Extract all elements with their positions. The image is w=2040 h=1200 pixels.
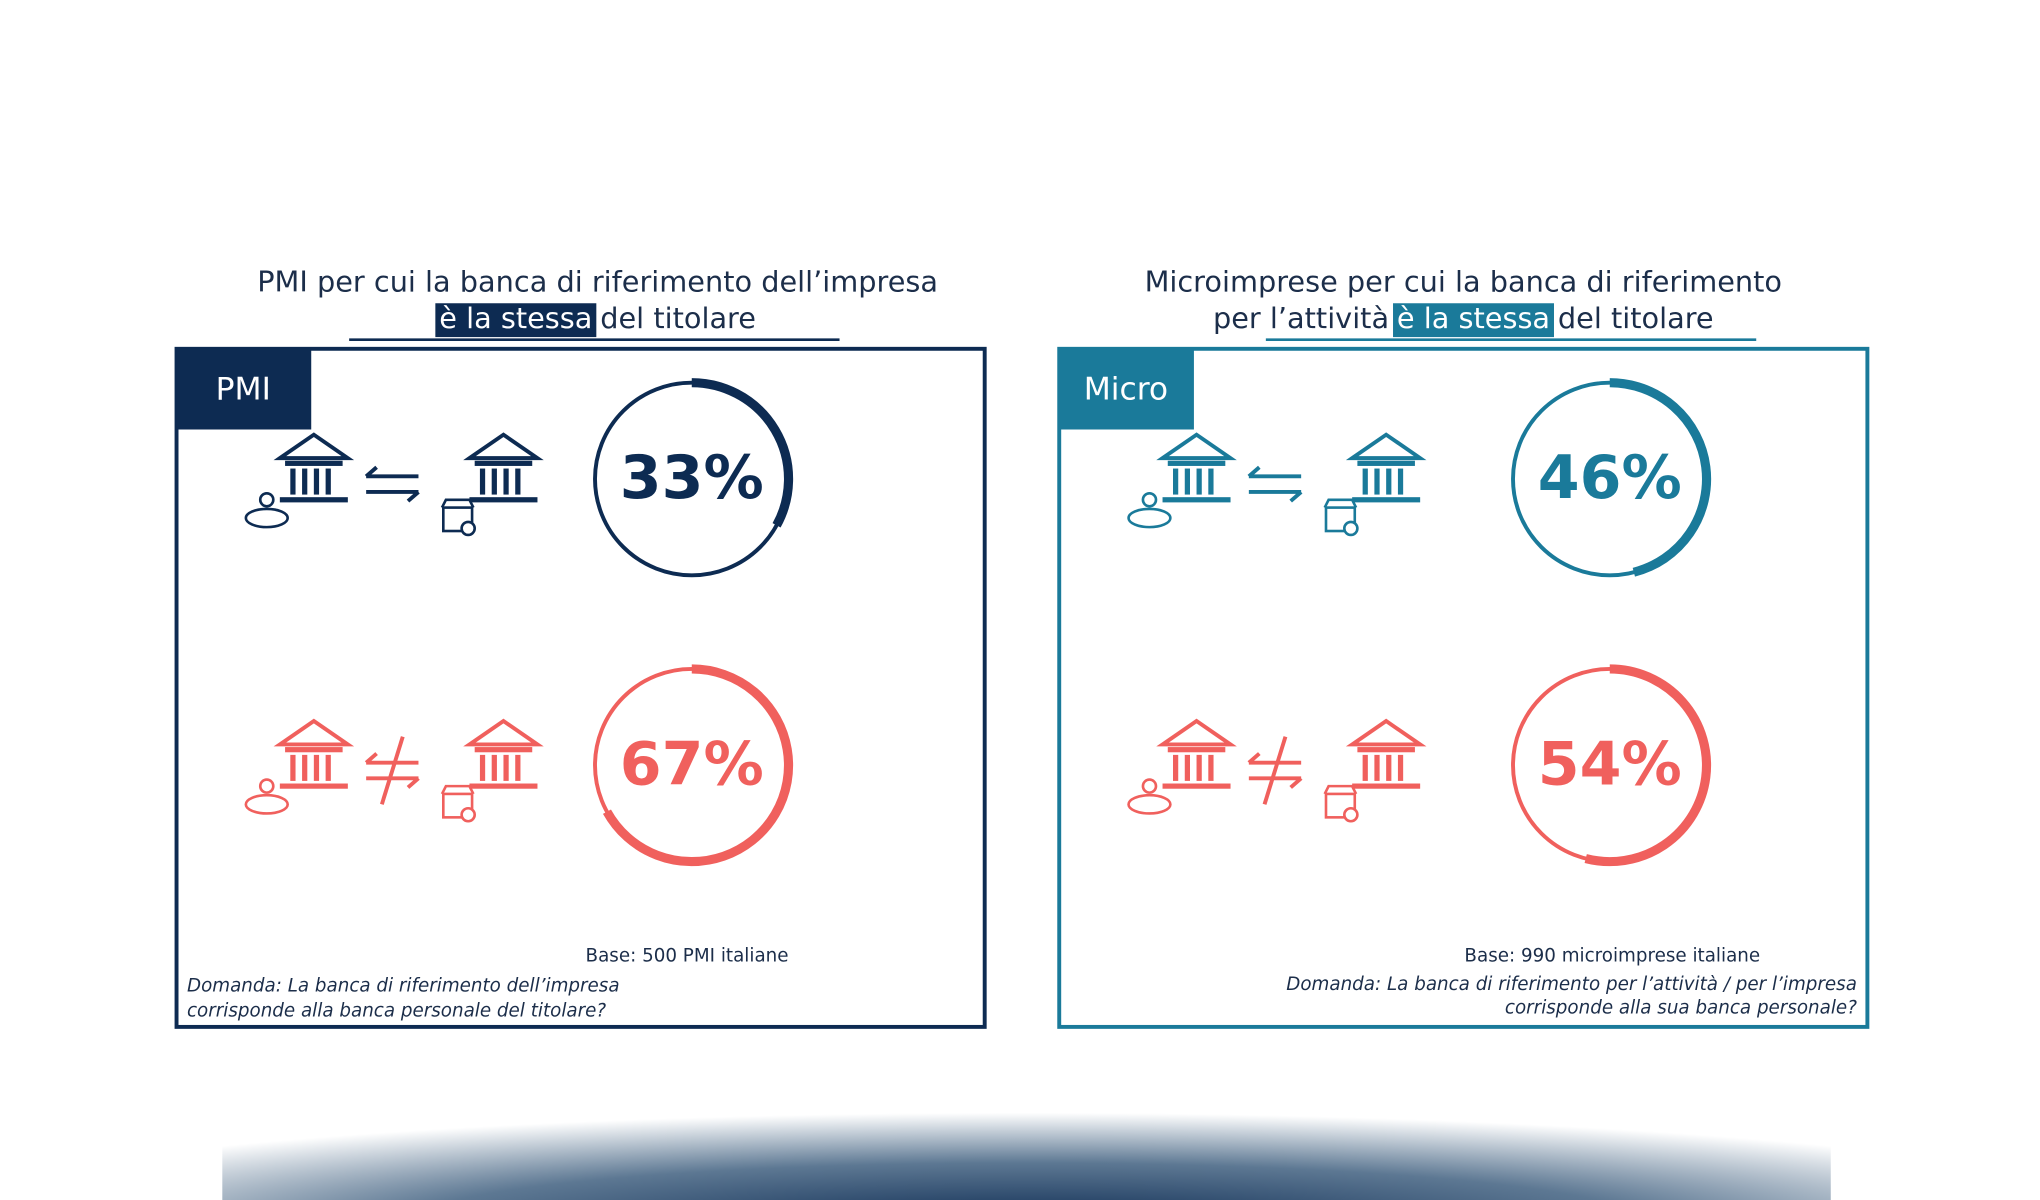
icon-group xyxy=(244,719,540,823)
shop-icon xyxy=(440,784,477,823)
bank-icon xyxy=(1350,432,1423,505)
icon-group xyxy=(244,432,540,537)
title-highlight: è la stessa xyxy=(439,301,592,335)
donut-arc xyxy=(1584,664,1712,867)
panel-tab xyxy=(176,348,312,430)
bank-icon xyxy=(467,432,540,505)
arrows-icon xyxy=(1246,465,1304,504)
title-prefix: per l’attività xyxy=(1213,301,1389,335)
donut-arc xyxy=(691,378,794,528)
bank-icon xyxy=(467,719,540,791)
background-fade xyxy=(222,1041,1831,1200)
donut-arc xyxy=(1609,378,1712,577)
value-label: 33% xyxy=(620,443,764,513)
question-note: Domanda: La banca di riferimento per l’a… xyxy=(1286,974,1857,995)
shop-icon xyxy=(1323,498,1359,537)
bank-icon xyxy=(277,432,350,505)
bank-icon xyxy=(1160,719,1233,791)
highlight-box xyxy=(1393,303,1554,338)
value-label: 54% xyxy=(1538,730,1682,800)
panel-title: Microimprese per cui la banca di riferim… xyxy=(1145,265,1782,299)
bank-icon xyxy=(1160,432,1233,505)
not-equal-slash xyxy=(1262,736,1288,805)
title-end: del titolare xyxy=(600,301,756,335)
bank-icon xyxy=(1350,719,1423,791)
panel-frame xyxy=(174,346,987,1029)
title-line: per l’attività è la stessa del titolare xyxy=(1213,301,1714,338)
highlight-box xyxy=(435,303,597,338)
shop-icon xyxy=(440,498,477,537)
icon-group xyxy=(1127,719,1423,823)
donut-arc xyxy=(602,664,794,867)
base-note: Base: 990 microimprese italiane xyxy=(1464,946,1760,967)
bank-icon xyxy=(277,719,350,791)
value-label: 67% xyxy=(620,730,764,800)
shop-icon xyxy=(1323,784,1359,823)
title-end: del titolare xyxy=(1558,301,1714,335)
title-highlight: è la stessa xyxy=(1397,301,1550,335)
panel-title: PMI per cui la banca di riferimento dell… xyxy=(257,265,938,299)
not-equal-slash xyxy=(379,736,405,805)
arrows-icon xyxy=(364,465,421,504)
icon-group xyxy=(1127,432,1423,537)
value-label: 46% xyxy=(1538,443,1682,513)
base-note: Base: 500 PMI italiane xyxy=(586,946,789,967)
panel-tab-label: Micro xyxy=(1084,372,1168,408)
panel-tab xyxy=(1059,348,1194,430)
question-note: corrisponde alla banca personale del tit… xyxy=(187,1000,606,1021)
question-note: corrisponde alla sua banca personale? xyxy=(1505,998,1857,1019)
title-line: è la stessa del titolare xyxy=(435,301,756,338)
question-note: Domanda: La banca di riferimento dell’im… xyxy=(187,976,620,997)
panel-tab-label: PMI xyxy=(216,372,271,408)
panel-frame xyxy=(1057,346,1870,1029)
